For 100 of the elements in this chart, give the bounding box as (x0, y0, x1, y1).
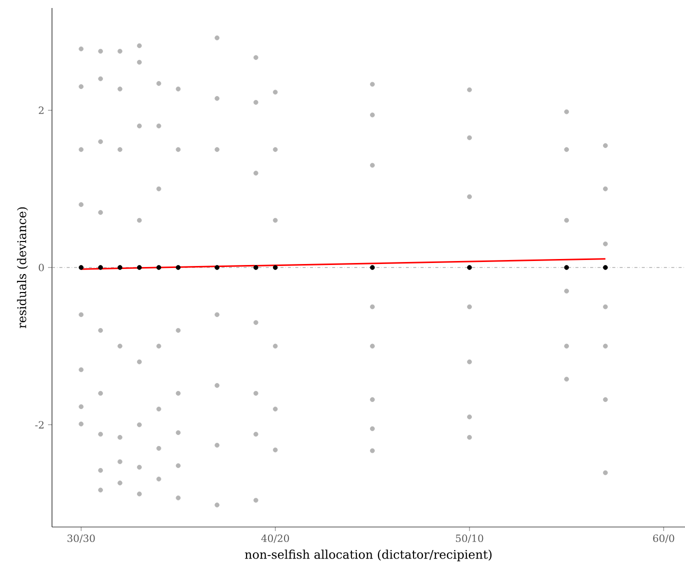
point (564, 376, 569, 382)
point (370, 397, 375, 402)
point (370, 344, 375, 349)
point (98, 468, 103, 473)
x-tick-label: 30/30 (68, 534, 95, 543)
point (370, 426, 375, 432)
point (136, 265, 142, 270)
point (272, 344, 278, 349)
point (156, 186, 162, 192)
point (78, 46, 84, 52)
point (603, 470, 608, 476)
point (214, 35, 220, 40)
point (253, 390, 258, 396)
point (78, 367, 84, 372)
point (253, 170, 258, 176)
point (136, 124, 142, 128)
point (118, 434, 122, 440)
point (467, 87, 472, 92)
point (156, 406, 162, 412)
point (253, 432, 258, 437)
point (136, 218, 142, 223)
x-axis-title: non-selfish allocation (dictator/recipient) (244, 550, 492, 562)
point (467, 194, 472, 200)
point (272, 147, 278, 152)
point (253, 55, 258, 60)
point (564, 265, 569, 270)
x-tick-label: 40/20 (261, 534, 289, 543)
point (136, 43, 142, 48)
point (176, 328, 181, 333)
point (370, 304, 375, 310)
point (370, 82, 375, 87)
point (156, 124, 162, 128)
point (118, 265, 122, 270)
point (564, 147, 569, 152)
point (214, 383, 220, 388)
point (564, 344, 569, 349)
x-tick-label: 50/10 (456, 534, 484, 543)
point (78, 147, 84, 152)
point (253, 320, 258, 325)
point (78, 404, 84, 410)
point (118, 147, 122, 152)
point (370, 112, 375, 118)
point (118, 344, 122, 349)
y-tick-label: 0 (38, 264, 44, 272)
point (603, 186, 608, 192)
point (98, 48, 103, 54)
point (603, 397, 608, 402)
point (370, 162, 375, 168)
point (467, 414, 472, 420)
point (118, 459, 122, 464)
y-tick-label: 2 (38, 106, 44, 114)
point (176, 496, 181, 500)
y-tick-label: -2 (35, 421, 44, 428)
y-axis-title: residuals (deviance) (16, 207, 28, 328)
point (214, 96, 220, 101)
point (603, 143, 608, 148)
point (467, 265, 472, 270)
point (603, 242, 608, 246)
point (98, 76, 103, 82)
point (98, 265, 103, 270)
point (78, 312, 84, 318)
point (98, 328, 103, 333)
point (214, 502, 220, 508)
point (253, 498, 258, 503)
point (467, 304, 472, 310)
point (603, 304, 608, 310)
point (176, 463, 181, 468)
point (78, 202, 84, 207)
point (370, 448, 375, 454)
point (564, 109, 569, 114)
point (118, 480, 122, 486)
point (98, 488, 103, 492)
point (78, 422, 84, 426)
point (564, 288, 569, 294)
x-tick-label: 60/0 (653, 534, 674, 543)
point (176, 86, 181, 92)
point (272, 406, 278, 412)
point (272, 90, 278, 95)
point (156, 344, 162, 349)
point (603, 344, 608, 349)
point (78, 265, 84, 270)
point (176, 390, 181, 396)
point (156, 476, 162, 482)
point (176, 147, 181, 152)
point (272, 448, 278, 452)
point (136, 422, 142, 428)
point (78, 84, 84, 90)
point (98, 139, 103, 144)
point (214, 147, 220, 152)
point (253, 265, 258, 270)
point (272, 218, 278, 223)
point (156, 446, 162, 451)
point (118, 48, 122, 54)
point (98, 210, 103, 215)
point (176, 430, 181, 436)
point (467, 359, 472, 364)
point (136, 464, 142, 470)
point (176, 265, 181, 270)
point (156, 265, 162, 270)
point (467, 135, 472, 140)
